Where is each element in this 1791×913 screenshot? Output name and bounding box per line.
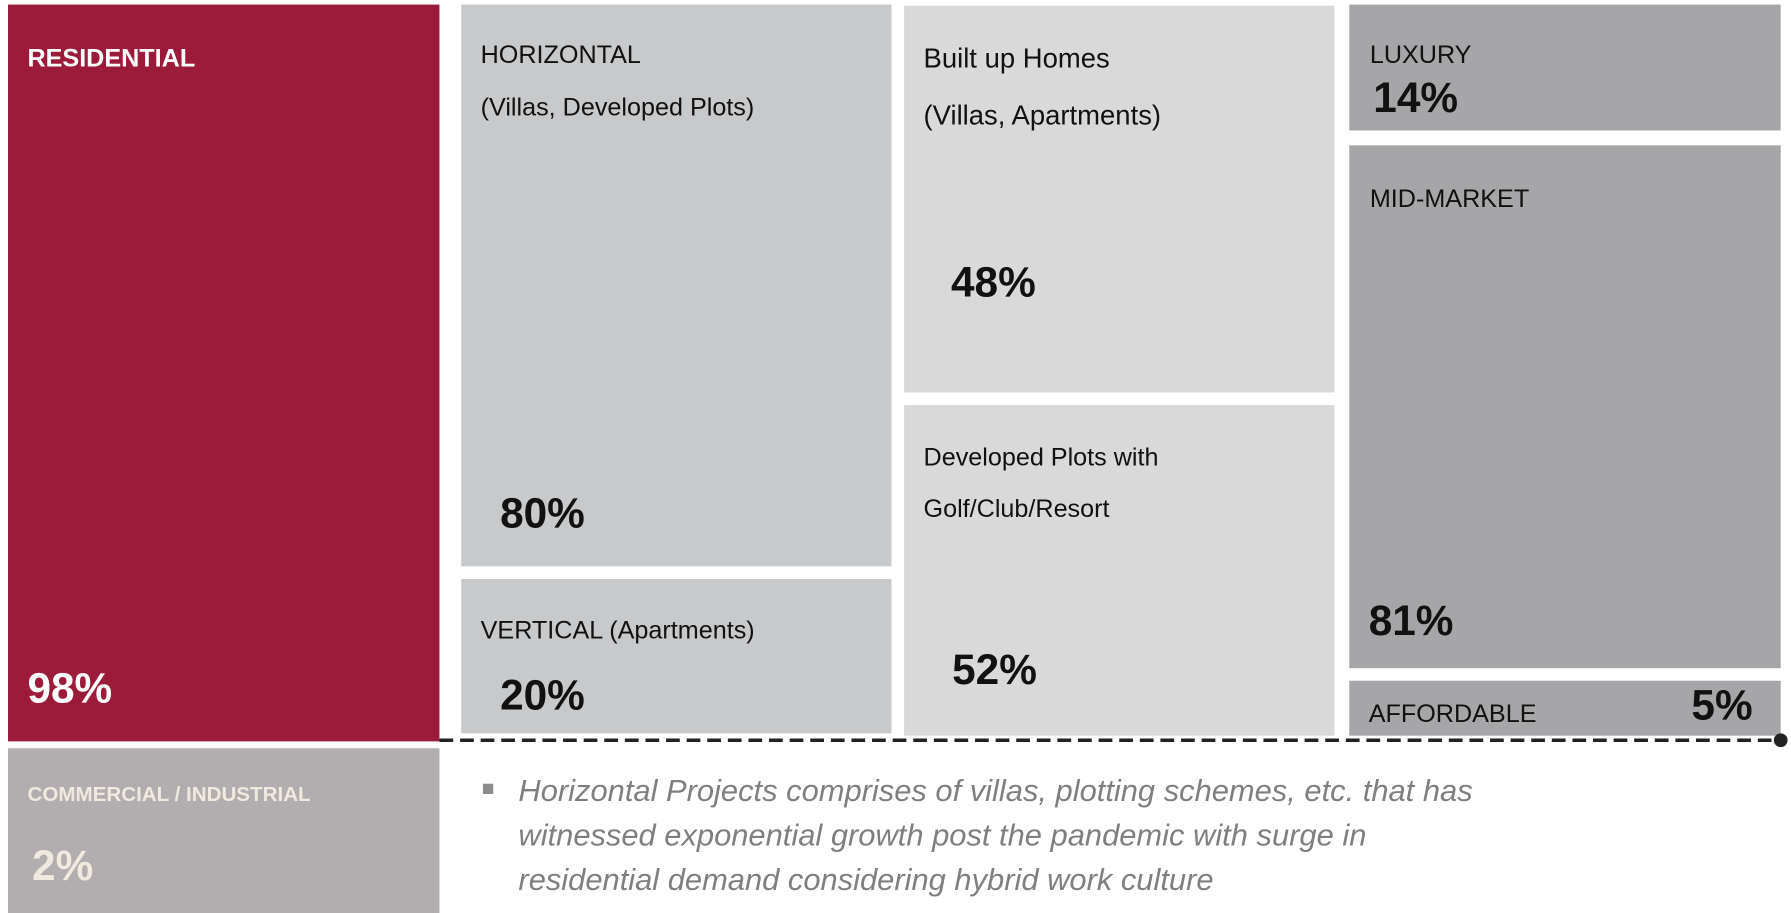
vertical-tile: [461, 578, 892, 734]
note-line: Horizontal Projects comprises of villas,…: [518, 773, 1472, 808]
tile-subtitle: Golf/Club/Resort: [924, 495, 1110, 523]
bullet: [482, 783, 494, 795]
tile-share: 14%: [1373, 74, 1458, 121]
tile-share: 20%: [500, 671, 585, 718]
mid-market-tile: [1349, 145, 1781, 669]
tile-share: 98%: [27, 664, 112, 711]
built-up-tile: [904, 5, 1335, 393]
tile-title: Developed Plots with: [924, 444, 1159, 472]
plots-tile: [904, 405, 1335, 736]
tile-share: 80%: [500, 489, 585, 536]
divider-dot: [1773, 733, 1788, 748]
horizontal-tile: [461, 4, 892, 567]
tile-share: 5%: [1691, 682, 1752, 729]
tile-title: Built up Homes: [924, 43, 1110, 74]
luxury-tile: [1349, 4, 1781, 131]
tile-title: VERTICAL (Apartments): [481, 616, 755, 644]
tile-title: HORIZONTAL: [481, 41, 641, 69]
tile-title: RESIDENTIAL: [27, 44, 195, 72]
tile-share: 2%: [32, 842, 93, 889]
tile-title: AFFORDABLE: [1369, 700, 1537, 728]
residential-tile: [8, 4, 440, 742]
tile-subtitle: (Villas, Apartments): [924, 100, 1162, 131]
tile-subtitle: (Villas, Developed Plots): [481, 94, 755, 122]
tile-title: LUXURY: [1370, 41, 1472, 69]
tile-share: 81%: [1369, 597, 1454, 644]
commercial-tile: [8, 748, 440, 913]
tile-share: 52%: [952, 646, 1037, 693]
note-line: residential demand considering hybrid wo…: [518, 862, 1213, 897]
tile-title: MID-MARKET: [1370, 185, 1529, 213]
note-line: witnessed exponential growth post the pa…: [518, 818, 1366, 853]
tile-share: 48%: [951, 258, 1036, 305]
tile-title: COMMERCIAL / INDUSTRIAL: [27, 783, 310, 806]
affordable-tile: [1349, 680, 1781, 736]
